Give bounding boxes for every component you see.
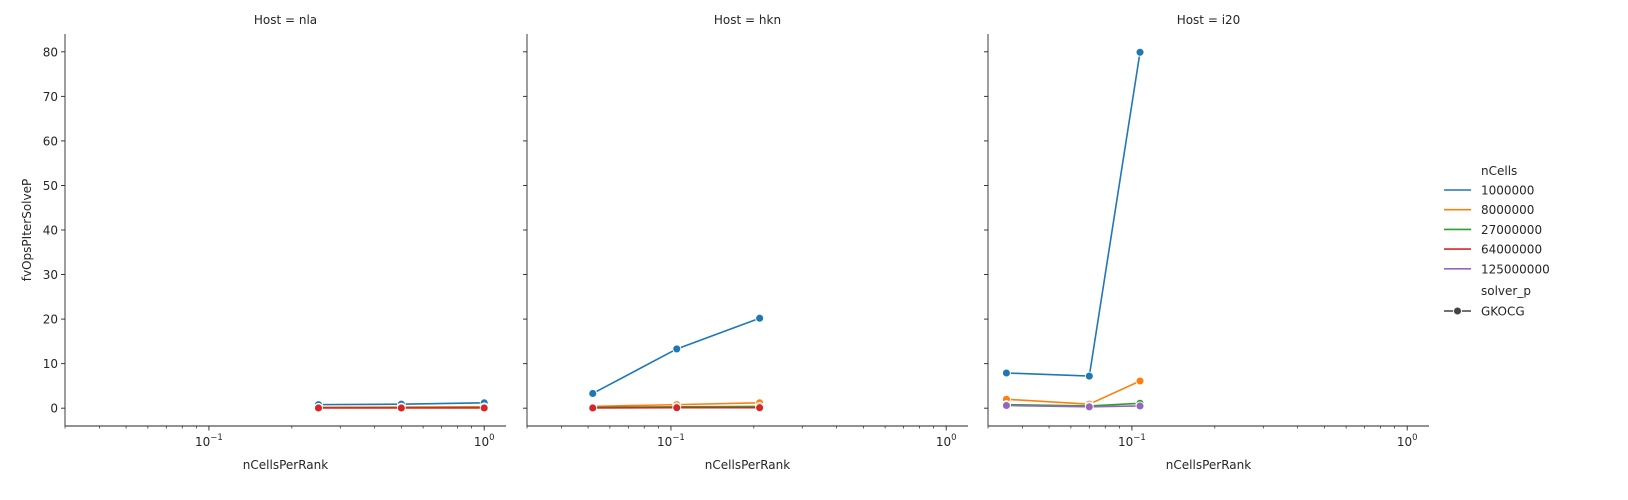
data-point bbox=[755, 403, 765, 413]
x-tick-label: 10−1 bbox=[1118, 433, 1146, 449]
y-tick-label: 20 bbox=[43, 313, 58, 327]
legend-item-label: 125000000 bbox=[1481, 262, 1550, 276]
legend-item-label: 64000000 bbox=[1481, 243, 1542, 257]
chart-legend: nCells 1000000 8000000 27000000 64000000 1250… bbox=[1444, 164, 1550, 319]
x-tick-label: 100 bbox=[936, 433, 957, 449]
data-point bbox=[396, 403, 406, 413]
y-tick-label: 0 bbox=[50, 402, 58, 416]
y-tick-label: 60 bbox=[43, 134, 58, 148]
legend-item-label: 8000000 bbox=[1481, 203, 1534, 217]
panel-title: Host = i20 bbox=[1177, 13, 1241, 27]
data-point bbox=[1135, 401, 1145, 411]
data-point bbox=[588, 403, 598, 413]
x-tick-label: 10−1 bbox=[195, 433, 223, 449]
y-tick-label: 80 bbox=[43, 45, 58, 59]
x-tick-label: 10−1 bbox=[657, 433, 685, 449]
data-point bbox=[672, 403, 682, 413]
legend-title: nCells bbox=[1481, 164, 1517, 178]
series-line-1000000 bbox=[592, 317, 760, 395]
panel-0: Host = nla 0 10 20 30 40 50 60 70 80 10−1 100 nCells… bbox=[43, 13, 506, 472]
legend-style-title: solver_p bbox=[1481, 284, 1531, 298]
legend-item-label: 27000000 bbox=[1481, 223, 1542, 237]
x-axis-label: nCellsPerRank bbox=[705, 458, 790, 472]
data-point bbox=[755, 313, 765, 323]
data-point bbox=[1084, 402, 1094, 412]
panel-2: Host = i20 10−1 100 nCellsPerRank bbox=[984, 13, 1429, 472]
panel-1: Host = hkn 10−1 100 nCellsPerRank bbox=[523, 13, 968, 472]
series-line-1000000 bbox=[1006, 52, 1141, 377]
y-axis-label: fvOpsPIterSolveP bbox=[20, 179, 34, 281]
data-point bbox=[1084, 371, 1094, 381]
panel-title: Host = nla bbox=[254, 13, 317, 27]
y-tick-label: 70 bbox=[43, 90, 58, 104]
series-line-8000000 bbox=[1006, 380, 1141, 405]
data-point bbox=[672, 344, 682, 354]
y-tick-label: 10 bbox=[43, 357, 58, 371]
data-point bbox=[1001, 401, 1011, 410]
x-tick-label: 100 bbox=[1397, 433, 1418, 449]
y-tick-label: 30 bbox=[43, 268, 58, 282]
chart-panels: Host = nla 0 10 20 30 40 50 60 70 80 10−1 100 nCells… bbox=[20, 13, 1429, 472]
legend-style-marker bbox=[1453, 306, 1462, 316]
y-tick-label: 40 bbox=[43, 224, 58, 238]
x-axis-label: nCellsPerRank bbox=[1166, 458, 1251, 472]
data-point bbox=[479, 403, 489, 413]
data-point bbox=[588, 389, 598, 398]
legend-style-label: GKOCG bbox=[1481, 305, 1525, 319]
data-point bbox=[1135, 47, 1145, 57]
panel-title: Host = hkn bbox=[714, 13, 781, 27]
x-axis-label: nCellsPerRank bbox=[243, 458, 328, 472]
x-tick-label: 100 bbox=[474, 433, 495, 449]
y-tick-label: 50 bbox=[43, 179, 58, 193]
data-point bbox=[1001, 368, 1011, 378]
data-point bbox=[314, 403, 323, 413]
legend-item-label: 1000000 bbox=[1481, 184, 1534, 198]
data-point bbox=[1135, 376, 1145, 386]
